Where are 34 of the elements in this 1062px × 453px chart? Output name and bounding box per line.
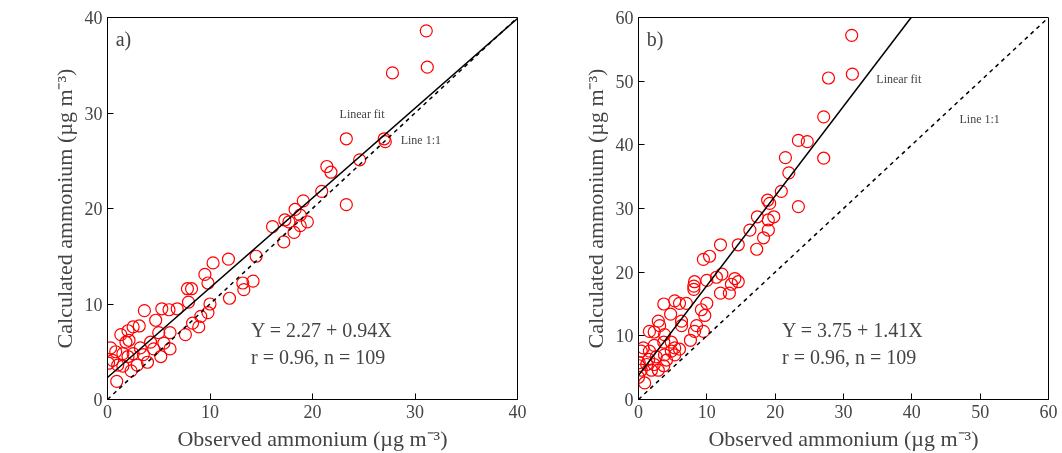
x-tick-label: 20: [303, 401, 322, 422]
x-tick-label: 30: [406, 401, 424, 422]
annotation: Y = 3.75 + 1.41X: [782, 318, 924, 341]
x-axis-title: Observed ammonium (µg m⁻³): [177, 425, 448, 451]
y-tick-label: 10: [84, 294, 103, 315]
y-axis-title: Calculated ammonium (µg m⁻³): [582, 68, 608, 349]
series-label: Line 1:1: [959, 112, 1000, 127]
x-tick-label: 40: [902, 401, 921, 422]
x-tick-label: 60: [1039, 401, 1058, 422]
x-tick-label: 30: [834, 401, 853, 422]
x-tick-label: 40: [508, 401, 527, 422]
series-label: Linear fit: [876, 72, 922, 86]
annotation: a): [115, 27, 132, 51]
series-label: Line 1:1: [400, 132, 441, 147]
x-tick-label: 50: [971, 401, 990, 422]
y-tick-label: 20: [615, 262, 634, 283]
y-tick-label: 40: [615, 135, 634, 156]
y-axis-title: Calculated ammonium (µg m⁻³): [51, 68, 77, 349]
x-tick-label: 20: [766, 401, 785, 422]
x-tick-label: 10: [697, 401, 716, 422]
x-tick-label: 10: [201, 401, 219, 422]
annotation: r = 0.96, n = 109: [782, 346, 917, 369]
annotation: b): [646, 27, 664, 51]
y-tick-label: 30: [84, 103, 103, 124]
y-tick-label: 50: [615, 71, 634, 92]
y-tick-label: 60: [615, 8, 634, 28]
y-tick-label: 20: [84, 199, 103, 219]
y-tick-label: 30: [615, 199, 634, 219]
annotation: Y = 2.27 + 0.94X: [251, 318, 393, 341]
y-tick-label: 40: [84, 8, 103, 28]
series-label: Linear fit: [339, 106, 386, 121]
annotation: r = 0.96, n = 109: [251, 346, 386, 369]
x-axis-title: Observed ammonium (µg m⁻³): [708, 425, 979, 451]
y-tick-label: 10: [615, 326, 634, 347]
